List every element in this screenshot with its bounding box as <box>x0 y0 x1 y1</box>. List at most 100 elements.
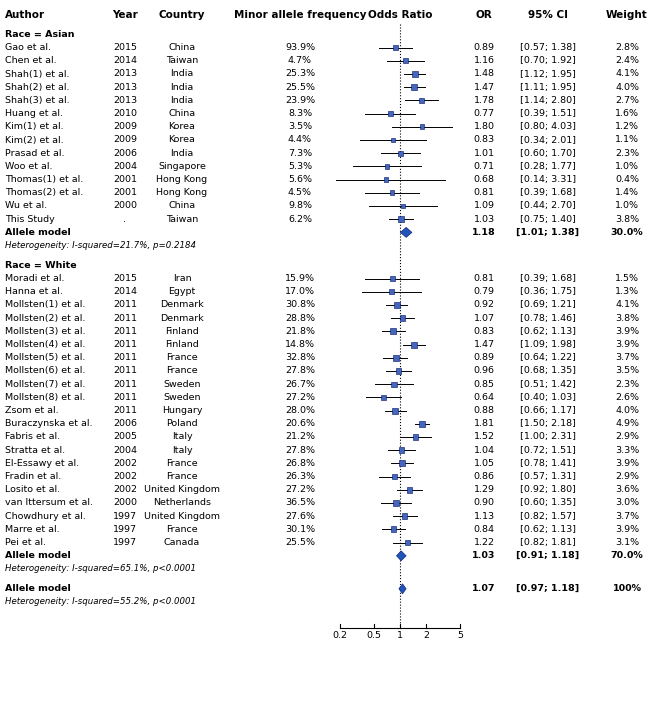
Text: 26.8%: 26.8% <box>285 459 315 468</box>
Text: 2.3%: 2.3% <box>615 149 639 158</box>
Text: 0.71: 0.71 <box>473 162 495 171</box>
Text: Marre et al.: Marre et al. <box>5 525 60 534</box>
Text: 4.5%: 4.5% <box>288 188 312 197</box>
Text: 3.0%: 3.0% <box>615 498 639 508</box>
Text: 1.13: 1.13 <box>473 512 495 520</box>
Text: [0.78; 1.41]: [0.78; 1.41] <box>520 459 576 468</box>
Text: 2013: 2013 <box>113 82 137 92</box>
Text: [0.62; 1.13]: [0.62; 1.13] <box>520 327 576 336</box>
Text: [0.80; 4.03]: [0.80; 4.03] <box>520 122 576 132</box>
Bar <box>396 368 401 374</box>
Text: France: France <box>166 459 198 468</box>
Text: [0.60; 1.70]: [0.60; 1.70] <box>520 149 576 158</box>
Text: 3.8%: 3.8% <box>615 215 639 224</box>
Text: 27.6%: 27.6% <box>285 512 315 520</box>
Text: 1.09: 1.09 <box>473 201 495 210</box>
Text: Shah(2) et al.: Shah(2) et al. <box>5 82 70 92</box>
Text: France: France <box>166 525 198 534</box>
Text: 100%: 100% <box>612 584 642 593</box>
Text: 30.1%: 30.1% <box>285 525 315 534</box>
Text: 3.9%: 3.9% <box>615 340 639 349</box>
Text: Mollsten(8) et al.: Mollsten(8) et al. <box>5 393 85 402</box>
Text: [0.60; 1.35]: [0.60; 1.35] <box>520 498 576 508</box>
Text: [0.97; 1.18]: [0.97; 1.18] <box>516 584 580 593</box>
Text: [0.36; 1.75]: [0.36; 1.75] <box>520 287 576 296</box>
Text: [0.75; 1.40]: [0.75; 1.40] <box>520 215 576 224</box>
Text: Allele model: Allele model <box>5 228 71 237</box>
Text: This Study: This Study <box>5 215 55 224</box>
Bar <box>413 434 419 439</box>
Bar <box>390 277 395 281</box>
Text: 2011: 2011 <box>113 340 137 349</box>
Text: [1.09; 1.98]: [1.09; 1.98] <box>520 340 576 349</box>
Text: 2009: 2009 <box>113 136 137 144</box>
Text: 28.0%: 28.0% <box>285 406 315 415</box>
Text: 4.1%: 4.1% <box>615 70 639 78</box>
Polygon shape <box>399 584 406 594</box>
Text: 2014: 2014 <box>113 56 137 65</box>
Text: Huang et al.: Huang et al. <box>5 109 63 118</box>
Text: 2015: 2015 <box>113 274 137 283</box>
Text: 25.3%: 25.3% <box>285 70 315 78</box>
Text: 1.6%: 1.6% <box>615 109 639 118</box>
Text: Gao et al.: Gao et al. <box>5 43 51 52</box>
Bar <box>411 341 417 348</box>
Text: 1.47: 1.47 <box>473 340 495 349</box>
Text: 70.0%: 70.0% <box>610 551 643 560</box>
Text: 2000: 2000 <box>113 498 137 508</box>
Text: [1.01; 1.38]: [1.01; 1.38] <box>517 228 580 237</box>
Text: 2: 2 <box>423 631 429 641</box>
Text: 2011: 2011 <box>113 380 137 389</box>
Text: United Kingdom: United Kingdom <box>144 486 220 494</box>
Text: Heterogeneity: I-squared=21.7%, p=0.2184: Heterogeneity: I-squared=21.7%, p=0.2184 <box>5 241 196 250</box>
Bar <box>401 204 406 208</box>
Text: 1.05: 1.05 <box>473 459 495 468</box>
Text: Mollsten(3) et al.: Mollsten(3) et al. <box>5 327 86 336</box>
Text: Pei et al.: Pei et al. <box>5 538 46 547</box>
Text: 0.68: 0.68 <box>473 175 495 184</box>
Text: 7.3%: 7.3% <box>288 149 312 158</box>
Text: [1.11; 1.95]: [1.11; 1.95] <box>520 82 576 92</box>
Bar <box>389 289 393 294</box>
Bar <box>392 407 398 414</box>
Text: 2011: 2011 <box>113 353 137 363</box>
Text: 4.9%: 4.9% <box>615 419 639 428</box>
Text: 2.7%: 2.7% <box>615 96 639 105</box>
Text: Egypt: Egypt <box>168 287 196 296</box>
Text: 2011: 2011 <box>113 366 137 375</box>
Text: 1.03: 1.03 <box>473 551 496 560</box>
Text: 2005: 2005 <box>113 432 137 442</box>
Text: Korea: Korea <box>168 122 196 132</box>
Text: 0.88: 0.88 <box>473 406 495 415</box>
Text: Author: Author <box>5 10 45 20</box>
Text: 0.64: 0.64 <box>473 393 495 402</box>
Bar <box>402 513 408 519</box>
Text: Woo et al.: Woo et al. <box>5 162 53 171</box>
Text: [0.39; 1.68]: [0.39; 1.68] <box>520 274 576 283</box>
Text: 3.1%: 3.1% <box>615 538 639 547</box>
Text: India: India <box>170 149 194 158</box>
Text: 3.8%: 3.8% <box>615 314 639 323</box>
Text: 2011: 2011 <box>113 301 137 309</box>
Text: [0.14; 3.31]: [0.14; 3.31] <box>520 175 576 184</box>
Text: 1.48: 1.48 <box>473 70 495 78</box>
Bar <box>411 71 418 77</box>
Text: Hanna et al.: Hanna et al. <box>5 287 63 296</box>
Text: India: India <box>170 70 194 78</box>
Text: Denmark: Denmark <box>160 301 204 309</box>
Text: 1: 1 <box>397 631 403 641</box>
Text: Thomas(2) et al.: Thomas(2) et al. <box>5 188 83 197</box>
Text: 0.90: 0.90 <box>473 498 495 508</box>
Text: Chowdhury et al.: Chowdhury et al. <box>5 512 86 520</box>
Text: Canada: Canada <box>164 538 200 547</box>
Text: Fabris et al.: Fabris et al. <box>5 432 60 442</box>
Text: 2009: 2009 <box>113 122 137 132</box>
Text: Mollsten(5) et al.: Mollsten(5) et al. <box>5 353 85 363</box>
Text: 30.0%: 30.0% <box>611 228 644 237</box>
Text: 1.78: 1.78 <box>473 96 495 105</box>
Text: van Ittersum et al.: van Ittersum et al. <box>5 498 93 508</box>
Text: [1.12; 1.95]: [1.12; 1.95] <box>520 70 576 78</box>
Text: 2011: 2011 <box>113 327 137 336</box>
Text: India: India <box>170 96 194 105</box>
Text: 2011: 2011 <box>113 393 137 402</box>
